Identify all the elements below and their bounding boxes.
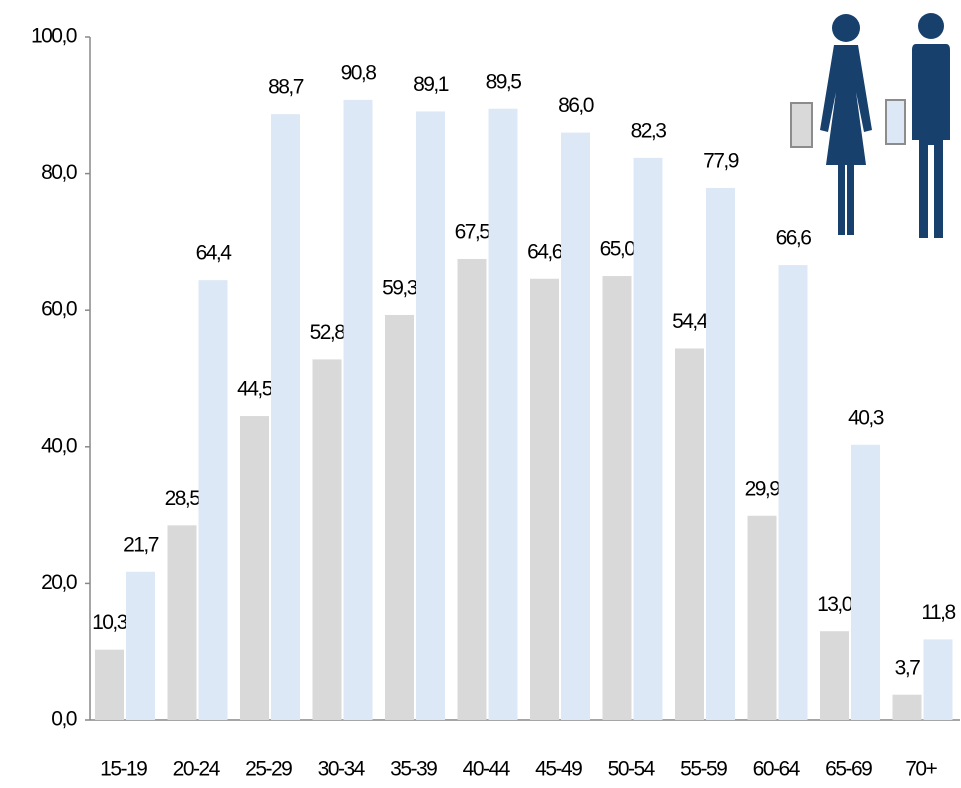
x-tick-label: 70+ — [905, 758, 937, 781]
value-label: 65,0 — [600, 238, 636, 261]
bar — [95, 649, 124, 720]
bar — [675, 348, 704, 720]
x-tick-label: 40-44 — [463, 758, 511, 781]
legend-swatch — [885, 99, 906, 145]
x-tick-label: 50-54 — [608, 758, 656, 781]
bar — [747, 515, 777, 720]
y-tick-label: 40,0 — [41, 434, 77, 457]
value-label: 3,7 — [895, 656, 921, 679]
bar — [923, 639, 953, 720]
bar — [488, 108, 518, 721]
bar — [167, 525, 197, 720]
value-label: 28,5 — [165, 487, 201, 510]
value-label: 44,5 — [237, 378, 273, 401]
bar — [530, 278, 559, 720]
male-icon — [912, 13, 950, 238]
value-label: 89,1 — [413, 73, 449, 96]
value-label: 13,0 — [817, 593, 853, 616]
x-tick-label: 20-24 — [173, 758, 221, 781]
value-label: 59,3 — [382, 277, 418, 300]
x-tick-label: 60-64 — [753, 758, 801, 781]
value-label: 77,9 — [703, 149, 739, 172]
x-tick-label: 55-59 — [680, 758, 727, 781]
x-tick-label: 25-29 — [245, 758, 292, 781]
value-label: 10,3 — [92, 611, 128, 634]
x-tick-label: 45-49 — [535, 758, 582, 781]
bar — [271, 114, 300, 720]
y-tick-label: 100,0 — [31, 25, 77, 48]
x-tick-label: 15-19 — [100, 758, 147, 781]
y-tick-label: 20,0 — [41, 571, 77, 594]
y-tick-label: 0,0 — [51, 708, 77, 731]
x-tick-label: 35-39 — [390, 758, 437, 781]
value-label: 64,6 — [527, 240, 563, 263]
bar — [198, 280, 228, 720]
y-tick-label: 80,0 — [41, 161, 77, 184]
legend — [790, 13, 950, 238]
x-tick-label: 65-69 — [825, 758, 872, 781]
bar — [126, 571, 155, 720]
value-label: 82,3 — [631, 119, 667, 142]
bar — [385, 314, 414, 720]
bar — [240, 416, 269, 720]
value-label: 54,4 — [672, 310, 709, 333]
bar — [851, 444, 880, 720]
bar — [892, 694, 922, 720]
female-icon — [820, 14, 872, 235]
value-label: 90,8 — [341, 61, 377, 84]
value-label: 52,8 — [310, 321, 346, 344]
value-label: 11,8 — [921, 601, 955, 624]
bar — [778, 265, 808, 720]
bar — [416, 111, 445, 720]
bar — [457, 258, 487, 720]
bar — [561, 132, 590, 720]
value-label: 89,5 — [486, 70, 522, 93]
bar — [343, 99, 373, 720]
value-label: 21,7 — [123, 533, 159, 556]
value-label: 86,0 — [558, 94, 594, 117]
y-tick-label: 60,0 — [41, 298, 77, 321]
bar — [820, 631, 849, 720]
bar — [602, 276, 632, 720]
x-tick-label: 30-34 — [318, 758, 366, 781]
value-label: 67,5 — [455, 221, 491, 244]
value-label: 40,3 — [848, 406, 884, 429]
value-label: 29,9 — [745, 477, 781, 500]
bar — [633, 157, 663, 721]
value-label: 88,7 — [268, 76, 304, 99]
legend-swatch — [790, 102, 813, 148]
bar — [312, 359, 342, 720]
bar — [706, 187, 735, 720]
value-label: 66,6 — [776, 227, 812, 250]
value-label: 64,4 — [196, 242, 233, 265]
